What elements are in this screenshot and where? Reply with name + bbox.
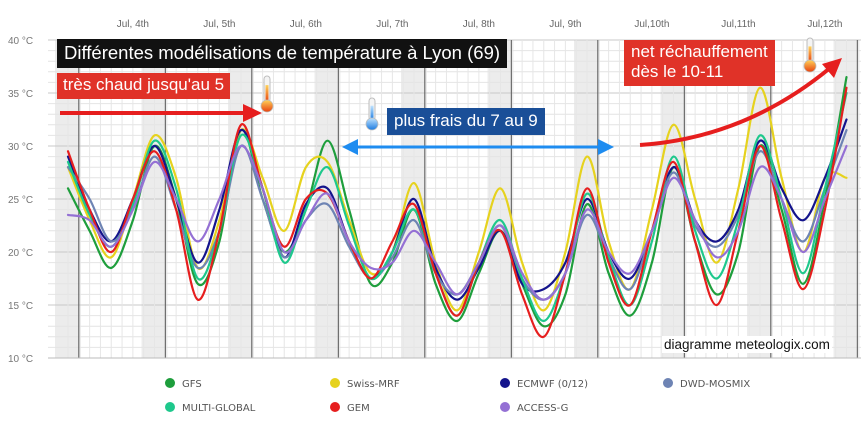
x-axis-ticks: Jul, 4th Jul, 5th Jul, 6th Jul, 7th Jul, 8th…: [117, 19, 843, 30]
series-line-gem: [66, 86, 848, 338]
y-axis-ticks: 10 °C 15 °C 20 °C 25 °C 30 °C 35 °C 40 °C: [8, 36, 33, 365]
legend-label: GEM: [347, 403, 370, 414]
legend: GFS Swiss-MRF ECMWF (0/12) DWD-MOSMIX MULTI-…: [165, 378, 750, 414]
x-tick-label: Jul, 7th: [376, 19, 408, 30]
hot-annotation: très chaud jusqu'au 5: [57, 73, 231, 99]
y-tick-label: 20 °C: [8, 248, 33, 259]
legend-marker: [663, 378, 673, 388]
warm-annotation-line-2: dès le 10-11: [631, 62, 724, 81]
legend-label: GFS: [182, 379, 202, 390]
annotation-arrows: [60, 37, 842, 155]
x-tick-label: Jul,12th: [807, 19, 842, 30]
y-tick-label: 30 °C: [8, 142, 33, 153]
series-line-ecmwf-0-12: [66, 118, 848, 301]
warm-annotation: net réchauffement dès le 10-11: [624, 40, 775, 86]
y-tick-label: 10 °C: [8, 354, 33, 365]
x-tick-label: Jul, 5th: [203, 19, 235, 30]
cool-arrow-head-left: [342, 139, 358, 155]
thermometer-hot-icon: [803, 37, 817, 73]
legend-marker: [165, 378, 175, 388]
thermometer-bulb: [365, 117, 379, 131]
x-tick-label: Jul,10th: [634, 19, 669, 30]
legend-label: ACCESS-G: [517, 403, 568, 414]
legend-marker: [330, 378, 340, 388]
legend-label: MULTI-GLOBAL: [182, 403, 256, 414]
thermometer-fill: [808, 46, 812, 62]
cool-arrow-head-right: [598, 139, 614, 155]
x-tick-label: Jul, 6th: [290, 19, 322, 30]
y-tick-label: 35 °C: [8, 89, 33, 100]
thermometer-fill: [265, 85, 269, 102]
chart-title: Différentes modélisations de température…: [57, 39, 508, 68]
thermometer-bulb: [260, 99, 274, 113]
legend-label: Swiss-MRF: [347, 379, 400, 390]
legend-label: ECMWF (0/12): [517, 379, 588, 390]
x-tick-label: Jul, 4th: [117, 19, 149, 30]
legend-marker: [500, 378, 510, 388]
cool-annotation: plus frais du 7 au 9: [387, 108, 545, 135]
hot-arrow-head: [243, 104, 262, 122]
x-tick-label: Jul, 8th: [463, 19, 495, 30]
series-lines: [66, 76, 848, 338]
warm-arrow-shaft: [639, 66, 832, 147]
y-tick-label: 15 °C: [8, 301, 33, 312]
series-line-gfs: [66, 76, 848, 328]
legend-marker: [330, 402, 340, 412]
y-tick-label: 40 °C: [8, 36, 33, 47]
warm-annotation-line-1: net réchauffement: [631, 42, 768, 61]
series-line-access-g: [66, 144, 848, 301]
thermometer-hot-icon: [260, 75, 274, 113]
thermometer-cold-icon: [365, 97, 379, 131]
x-tick-label: Jul, 9th: [549, 19, 581, 30]
thermometer-fill: [370, 105, 374, 120]
legend-marker: [165, 402, 175, 412]
x-tick-label: Jul,11th: [721, 19, 755, 30]
warm-arrow-head: [822, 58, 842, 78]
source-credit: diagramme meteologix.com: [662, 336, 832, 353]
y-tick-label: 25 °C: [8, 195, 33, 206]
legend-marker: [500, 402, 510, 412]
thermometer-bulb: [803, 59, 817, 73]
legend-label: DWD-MOSMIX: [680, 379, 750, 390]
